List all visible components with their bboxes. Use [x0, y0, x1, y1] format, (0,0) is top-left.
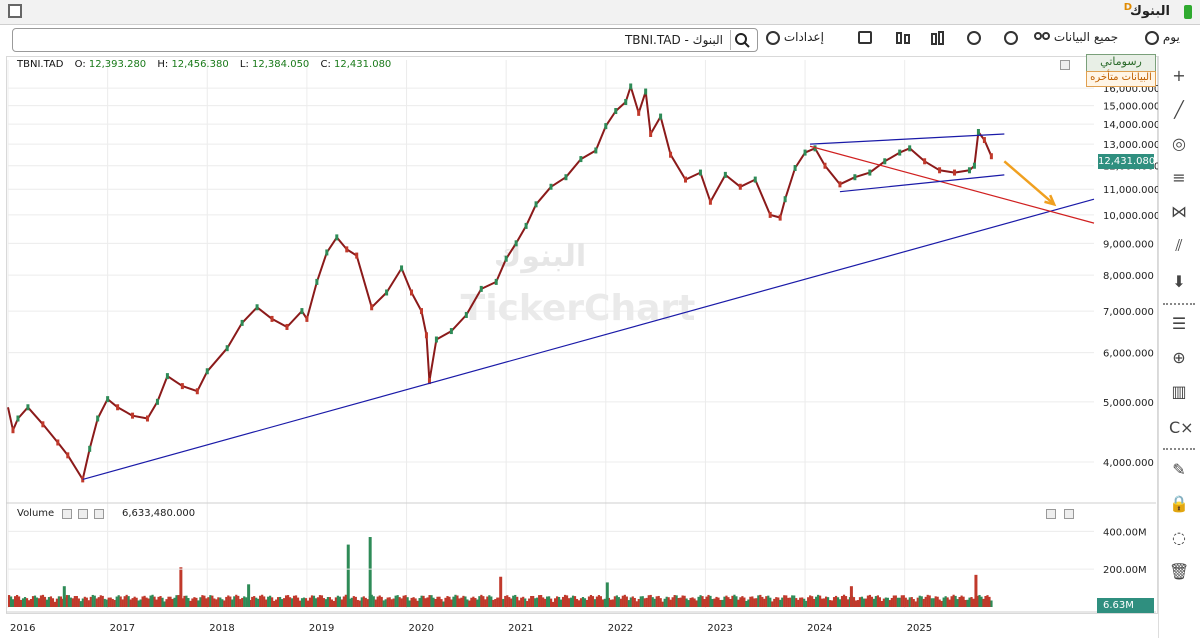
circle-tool-icon[interactable]: ◎ [1172, 134, 1186, 153]
search-input[interactable]: TBNI.TAD - البنوك [624, 33, 723, 47]
status-indicator-icon [1184, 5, 1192, 19]
trash-icon[interactable]: 🗑 [1169, 562, 1190, 581]
x-tick-label: 2017 [110, 623, 135, 634]
x-tick-label: 2021 [508, 623, 533, 634]
x-tick-label: 2018 [209, 623, 234, 634]
marker-icon[interactable]: ✎ [1172, 460, 1186, 479]
analysis-a-icon [967, 30, 981, 45]
volume-hide-icon[interactable] [62, 509, 72, 519]
all-data-label: جميع البيانات [1053, 30, 1119, 44]
delayed-data-badge: البيانات متأخره [1086, 71, 1156, 87]
list-settings-icon[interactable]: ☰ [1171, 314, 1187, 333]
my-drawings-tab[interactable]: رسوماتي [1086, 54, 1156, 72]
hide-eye-icon[interactable]: ◌ [1172, 528, 1186, 547]
volume-minimize-icon[interactable] [1046, 509, 1056, 519]
daily-badge: D [1123, 2, 1132, 13]
gauge-icon [1004, 30, 1018, 45]
high-label: H: [157, 59, 169, 70]
toolbar-separator [1163, 303, 1195, 305]
x-tick-label: 2020 [409, 623, 434, 634]
camera-icon [858, 31, 872, 44]
volume-label: Volume [17, 508, 55, 519]
crosshair-icon[interactable]: + [1172, 66, 1186, 85]
indicators-button[interactable] [895, 30, 911, 50]
x-tick-label: 2024 [807, 623, 832, 634]
lock-icon[interactable]: 🔒 [1169, 494, 1189, 513]
zoom-icon[interactable]: ⊕ [1172, 348, 1186, 367]
volume-maximize-icon[interactable] [1064, 509, 1074, 519]
x-tick-label: 2022 [608, 623, 633, 634]
volume-last-tag: 6.63M [1097, 598, 1154, 613]
symbol-label: TBNI.TAD [17, 59, 64, 70]
title-bar: D البنوك [0, 0, 1200, 25]
volume-value: 6,633,480.000 [122, 508, 196, 519]
x-tick-label: 2025 [907, 623, 932, 634]
toolbar: TBNI.TAD - البنوك إعدادات جميع البيانات … [0, 26, 1200, 54]
fibonacci-tool-icon[interactable]: ≡ [1172, 168, 1186, 187]
search-icon[interactable] [730, 30, 753, 50]
gann-tool-icon[interactable]: ⋈ [1171, 202, 1187, 221]
arrow-down-icon[interactable]: ⬇ [1172, 272, 1186, 291]
ohlc-header: TBNI.TAD O: 12,393.280 H: 12,456.380 L: … [17, 59, 391, 70]
x-tick-label: 2023 [707, 623, 732, 634]
x-tick-label: 2019 [309, 623, 334, 634]
period-button[interactable]: يوم [1145, 30, 1180, 50]
screenshot-button[interactable] [858, 30, 872, 50]
analysis-button[interactable] [967, 30, 981, 50]
volume-settings-icon[interactable] [78, 509, 88, 519]
open-value: 12,393.280 [88, 59, 147, 70]
measure-icon[interactable]: ▥ [1171, 382, 1187, 401]
speed-button[interactable] [1004, 30, 1018, 50]
last-price-tag: 12,431.080 [1098, 154, 1156, 169]
chart-area[interactable] [6, 56, 1158, 614]
volume-close-icon[interactable] [94, 509, 104, 519]
clock-icon [1145, 30, 1159, 45]
link-icon [1034, 32, 1050, 40]
candles-icon [896, 32, 910, 44]
gear-icon [766, 30, 780, 45]
close-label: C: [320, 59, 331, 70]
all-data-button[interactable]: جميع البيانات [1034, 30, 1118, 50]
clear-drawings-icon[interactable]: C× [1169, 418, 1194, 437]
window-maximize-icon[interactable] [8, 4, 22, 18]
bar-chart-icon [931, 31, 944, 45]
low-label: L: [239, 59, 249, 70]
drawing-toolbar: + ╱ ◎ ≡ ⋈ ⫽ ⬇ ☰ ⊕ ▥ C× ✎ 🔒 ◌ 🗑 [1158, 56, 1199, 638]
x-tick-label: 2016 [10, 623, 35, 634]
settings-button[interactable]: إعدادات [766, 30, 824, 50]
low-value: 12,384.050 [252, 59, 310, 70]
chart-type-button[interactable] [930, 30, 946, 50]
period-label: يوم [1162, 30, 1180, 44]
chart-menu-icon[interactable] [1060, 60, 1070, 70]
settings-label: إعدادات [783, 30, 824, 44]
symbol-search-box[interactable]: TBNI.TAD - البنوك [12, 28, 758, 52]
trendline-tool-icon[interactable]: ╱ [1174, 100, 1184, 119]
close-value: 12,431.080 [334, 59, 392, 70]
open-label: O: [74, 59, 86, 70]
toolbar-separator [1163, 448, 1195, 450]
window-title: البنوك [1129, 4, 1170, 19]
high-value: 12,456.380 [171, 59, 229, 70]
pitchfork-tool-icon[interactable]: ⫽ [1175, 236, 1183, 255]
